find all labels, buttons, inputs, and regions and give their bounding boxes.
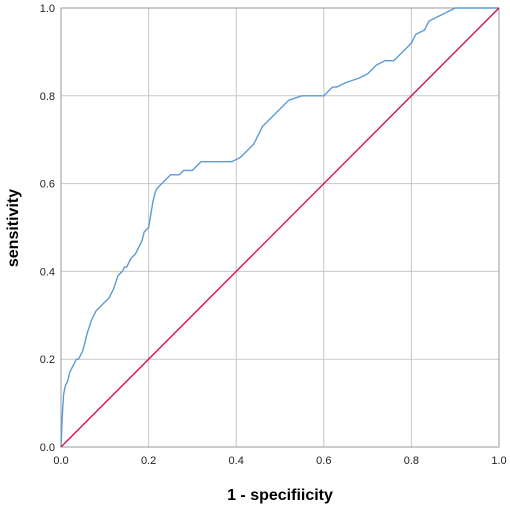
y-tick-label: 0.8 [40, 91, 55, 103]
x-axis-title: 1 - specifiicity [227, 487, 333, 504]
x-tick-label: 0.2 [141, 455, 156, 467]
x-tick-label: 1.0 [491, 455, 506, 467]
tick-labels: 0.0 0.2 0.4 0.6 0.8 1.0 0.0 0.2 0.4 0.6 0.8 1.0 [40, 3, 507, 467]
y-tick-label: 0.4 [40, 266, 55, 278]
roc-curve-line [60, 7, 499, 448]
x-tick-label: 0.6 [316, 455, 331, 467]
y-tick-label: 0.2 [40, 354, 55, 366]
series-layer [60, 7, 500, 448]
y-tick-label: 1.0 [40, 3, 55, 15]
y-tick-label: 0.0 [40, 442, 55, 454]
y-tick-label: 0.6 [40, 179, 55, 191]
plot-border [60, 7, 500, 448]
x-tick-label: 0.8 [404, 455, 419, 467]
x-tick-label: 0.0 [53, 455, 68, 467]
x-tick-label: 0.4 [229, 455, 244, 467]
y-axis-title: sensitivity [5, 189, 22, 267]
reference-diagonal-line [60, 7, 500, 448]
